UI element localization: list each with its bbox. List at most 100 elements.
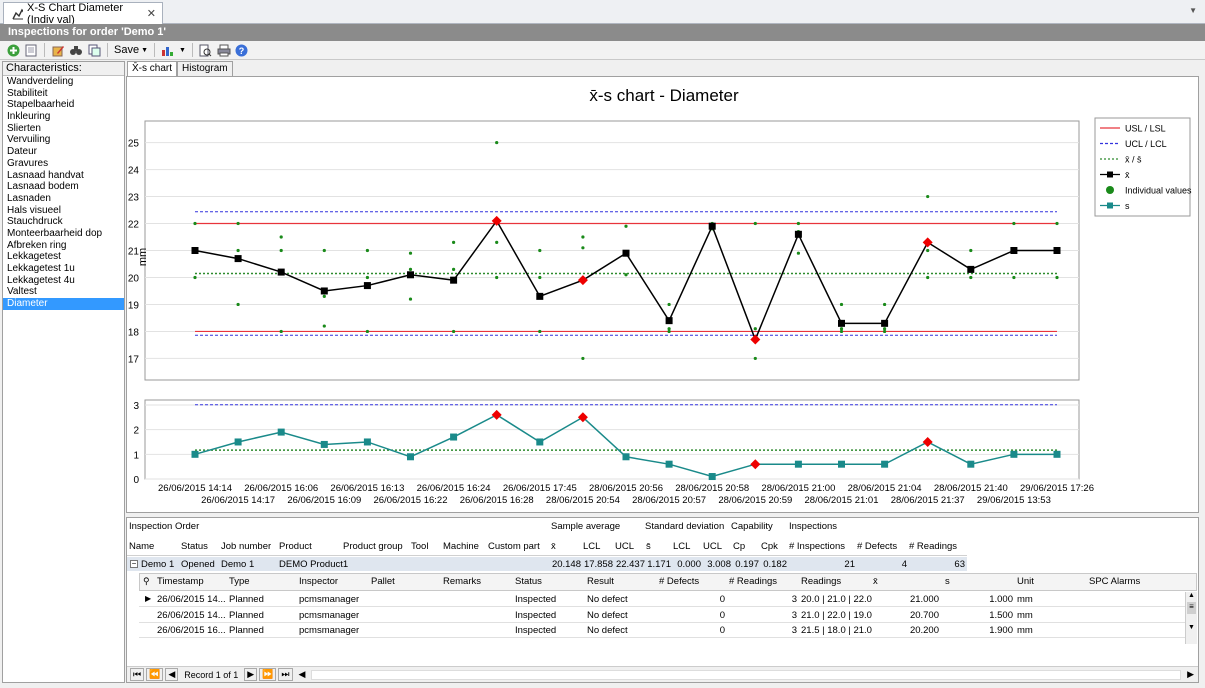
x-tick-label: 28/06/2015 20:54 bbox=[546, 495, 620, 506]
order-row[interactable] bbox=[127, 557, 967, 571]
sub-column-header[interactable]: x̄ bbox=[873, 576, 878, 587]
filter-icon[interactable]: ⚲ bbox=[143, 576, 150, 586]
copy-icon[interactable] bbox=[87, 43, 101, 57]
sub-column-header[interactable]: Unit bbox=[1017, 576, 1034, 587]
column-header[interactable]: Custom part bbox=[488, 541, 540, 552]
characteristic-item[interactable]: Lasnaad bodem bbox=[7, 181, 79, 193]
first-record-icon[interactable]: ⏮ bbox=[130, 668, 145, 681]
sub-column-header[interactable]: Remarks bbox=[443, 576, 482, 587]
column-header[interactable]: Job number bbox=[221, 541, 272, 552]
characteristic-item[interactable]: Stauchdruck bbox=[7, 216, 63, 228]
characteristic-item[interactable]: Inkleuring bbox=[7, 111, 51, 123]
chart-type-dropdown-icon[interactable]: ▼ bbox=[179, 46, 186, 54]
characteristic-item[interactable]: Valtest bbox=[7, 286, 37, 298]
individual-value-point bbox=[408, 297, 413, 301]
column-header[interactable]: s̄ bbox=[646, 541, 651, 552]
individual-value-point bbox=[624, 273, 628, 277]
next-record-icon[interactable]: ▶ bbox=[244, 668, 258, 681]
chart-type-icon[interactable] bbox=[161, 43, 175, 57]
characteristic-item[interactable]: Wandverdeling bbox=[7, 76, 74, 87]
characteristic-item[interactable]: Afbreken ring bbox=[7, 239, 67, 251]
column-header[interactable]: Name bbox=[129, 541, 155, 552]
tab-histogram[interactable]: Histogram bbox=[177, 61, 233, 76]
tab-menu-chevron-icon[interactable]: ▼ bbox=[1189, 6, 1197, 15]
characteristic-item[interactable]: Stabiliteit bbox=[7, 87, 48, 99]
x-tick-label: 26/06/2015 16:28 bbox=[460, 495, 534, 506]
print-preview-icon[interactable] bbox=[199, 43, 213, 57]
sub-column-header[interactable]: s bbox=[945, 576, 950, 587]
sub-column-header[interactable]: SPC Alarms bbox=[1089, 576, 1141, 587]
table-row[interactable] bbox=[139, 592, 1185, 607]
sub-column-header[interactable]: Status bbox=[515, 576, 542, 587]
table-row[interactable] bbox=[139, 623, 1185, 638]
column-header[interactable]: Status bbox=[181, 541, 208, 552]
close-icon[interactable]: ✕ bbox=[146, 8, 156, 20]
column-header[interactable]: # Readings bbox=[909, 541, 958, 552]
x-tick-label: 28/06/2015 20:58 bbox=[675, 483, 749, 494]
sub-column-header[interactable]: Readings bbox=[801, 576, 842, 587]
characteristic-item[interactable]: Stapelbaarheid bbox=[7, 99, 75, 111]
characteristic-item[interactable]: Lekkagetest bbox=[7, 251, 61, 263]
row-s: 1.500 bbox=[989, 609, 1013, 621]
sub-column-header[interactable]: Timestamp bbox=[157, 576, 204, 587]
collapse-icon[interactable]: − bbox=[130, 559, 138, 568]
individual-value-point bbox=[796, 221, 801, 226]
characteristic-item[interactable]: Slierten bbox=[7, 122, 41, 134]
sub-column-header[interactable]: Result bbox=[587, 576, 614, 587]
table-row[interactable] bbox=[139, 608, 1185, 623]
document-tabstrip: X-S Chart Diameter (Indiv val) ✕ ▼ bbox=[0, 0, 1205, 26]
binoculars-icon[interactable] bbox=[69, 43, 83, 57]
characteristic-item[interactable]: Vervuiling bbox=[7, 134, 51, 146]
individual-value-point bbox=[538, 248, 542, 253]
individual-value-point bbox=[926, 194, 930, 199]
sub-column-header[interactable]: # Readings bbox=[729, 576, 778, 587]
sub-column-header[interactable]: Type bbox=[229, 576, 250, 587]
characteristic-item[interactable]: Lasnaden bbox=[7, 192, 51, 204]
y-tick-label: 3 bbox=[133, 401, 139, 412]
characteristic-item[interactable]: Monteerbaarheid dop bbox=[7, 227, 103, 239]
scroll-left-icon[interactable]: ◀ bbox=[298, 669, 306, 679]
column-header[interactable]: x̄ bbox=[551, 541, 556, 552]
tab-xs-chart-diameter[interactable]: X-S Chart Diameter (Indiv val) ✕ bbox=[3, 2, 163, 26]
vertical-scrollbar[interactable]: ▲ ≡ ▼ bbox=[1185, 592, 1197, 644]
prev-record-icon[interactable]: ◀ bbox=[165, 668, 179, 681]
characteristic-item[interactable]: Lasnaad handvat bbox=[7, 169, 84, 181]
column-header[interactable]: Cpk bbox=[761, 541, 778, 552]
s-alarm-point bbox=[750, 459, 761, 470]
column-header[interactable]: LCL bbox=[583, 541, 601, 552]
characteristic-item[interactable]: Gravures bbox=[7, 157, 49, 169]
characteristic-item[interactable]: Hals visueel bbox=[7, 204, 61, 216]
s-point bbox=[1053, 450, 1061, 458]
column-header[interactable]: UCL bbox=[703, 541, 723, 552]
add-icon[interactable] bbox=[6, 43, 20, 57]
help-icon[interactable]: ? bbox=[235, 43, 249, 57]
characteristic-item[interactable]: Dateur bbox=[7, 146, 38, 158]
save-button[interactable]: Save ▼ bbox=[114, 44, 148, 56]
next-page-icon[interactable]: ⏩ bbox=[259, 668, 277, 681]
column-header[interactable]: Machine bbox=[443, 541, 479, 552]
print-icon[interactable] bbox=[217, 43, 231, 57]
characteristic-item[interactable]: Lekkagetest 4u bbox=[7, 274, 75, 286]
tab-xs-chart[interactable]: X̄-s chart bbox=[127, 61, 178, 76]
characteristic-item[interactable]: Diameter bbox=[3, 298, 124, 310]
column-header[interactable]: # Inspections bbox=[789, 541, 845, 552]
horizontal-scrollbar[interactable] bbox=[311, 669, 1182, 680]
xbar-point bbox=[708, 222, 716, 230]
sub-column-header[interactable]: Inspector bbox=[299, 576, 339, 587]
edit-icon[interactable] bbox=[51, 43, 65, 57]
column-header[interactable]: # Defects bbox=[857, 541, 898, 552]
last-record-icon[interactable]: ⏭ bbox=[278, 668, 293, 681]
scroll-right-icon[interactable]: ▶ bbox=[1187, 669, 1194, 679]
sub-column-header[interactable]: # Defects bbox=[659, 576, 700, 587]
column-header[interactable]: Product bbox=[279, 541, 312, 552]
column-header[interactable]: Tool bbox=[411, 541, 429, 552]
column-header[interactable]: Product group bbox=[343, 541, 403, 552]
prev-page-icon[interactable]: ⏪ bbox=[146, 668, 164, 681]
column-header[interactable]: LCL bbox=[673, 541, 691, 552]
individual-value-point bbox=[452, 240, 456, 245]
document-icon[interactable] bbox=[24, 43, 38, 57]
column-header[interactable]: UCL bbox=[615, 541, 635, 552]
characteristic-item[interactable]: Lekkagetest 1u bbox=[7, 263, 75, 274]
sub-column-header[interactable]: Pallet bbox=[371, 576, 395, 587]
column-header[interactable]: Cp bbox=[733, 541, 746, 552]
